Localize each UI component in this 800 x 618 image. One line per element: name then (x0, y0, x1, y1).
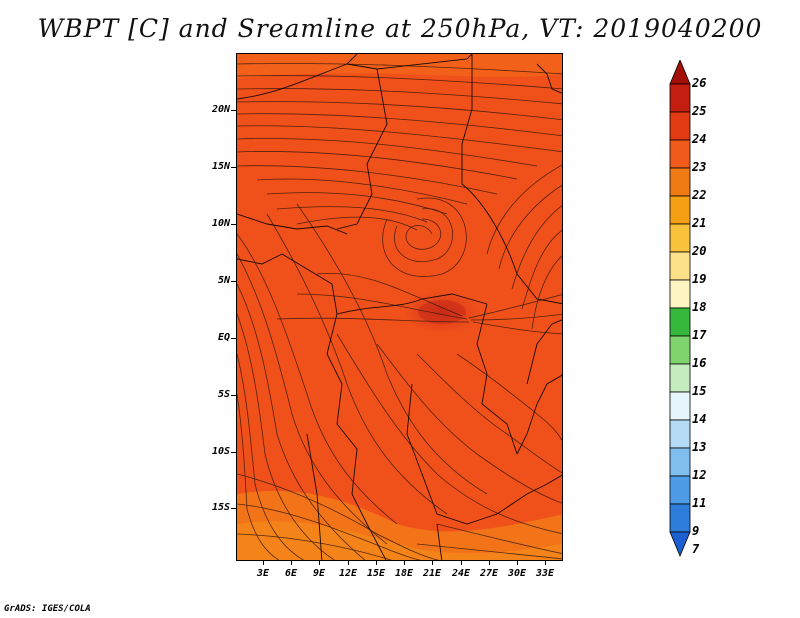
colorbar-bottom-arrow (669, 531, 691, 558)
lat-label-5n: 5N (217, 275, 230, 286)
colorbar-segment (669, 391, 691, 421)
lat-label-10s: 10S (211, 446, 230, 457)
colorbar-label: 7 (692, 542, 700, 556)
colorbar-label: 22 (692, 188, 707, 202)
colorbar-label: 12 (692, 468, 707, 482)
lat-label-15s: 15S (211, 502, 230, 513)
colorbar-label: 24 (692, 132, 707, 146)
colorbar-segment (669, 363, 691, 393)
lon-tick (291, 561, 292, 565)
colorbar-label: 9 (692, 524, 700, 538)
colorbar-segment (669, 139, 691, 169)
lat-tick (231, 110, 236, 111)
colorbar (669, 60, 691, 558)
lon-label-18e: 18E (394, 568, 414, 579)
colorbar-label: 13 (692, 440, 707, 454)
map-title: WBPT [C] and Sreamline at 250hPa, VT: 20… (37, 14, 763, 43)
lon-label-27e: 27E (479, 568, 499, 579)
colorbar-segment (669, 419, 691, 449)
country-borders (237, 54, 562, 560)
colorbar-label: 26 (692, 76, 707, 90)
lon-tick (461, 561, 462, 565)
lat-label-eq: EQ (217, 332, 230, 343)
lon-tick (376, 561, 377, 565)
colorbar-segment (669, 83, 691, 113)
colorbar-segment (669, 447, 691, 477)
lat-tick (231, 395, 236, 396)
colorbar-segment (669, 111, 691, 141)
lat-label-5s: 5S (217, 389, 230, 400)
lon-label-15e: 15E (366, 568, 386, 579)
colorbar-segment (669, 167, 691, 197)
lat-tick (231, 338, 236, 339)
map-svg (237, 54, 562, 560)
lon-label-12e: 12E (338, 568, 358, 579)
lon-tick (517, 561, 518, 565)
colorbar-label: 18 (692, 300, 707, 314)
colorbar-label: 16 (692, 356, 707, 370)
lon-tick (545, 561, 546, 565)
colorbar-top-arrow (669, 60, 691, 85)
lon-tick (263, 561, 264, 565)
lat-label-15n: 15N (211, 161, 230, 172)
colorbar-segment (669, 195, 691, 225)
lon-label-9e: 9E (312, 568, 326, 579)
lat-label-20n: 20N (211, 104, 230, 115)
lon-tick (489, 561, 490, 565)
colorbar-label: 23 (692, 160, 707, 174)
lat-tick (231, 224, 236, 225)
grads-credit: GrADS: IGES/COLA (4, 604, 91, 614)
colorbar-segment (669, 503, 691, 533)
lon-label-33e: 33E (535, 568, 555, 579)
colorbar-segment (669, 307, 691, 337)
colorbar-label: 15 (692, 384, 707, 398)
lon-label-3e: 3E (256, 568, 270, 579)
map-plot-area (236, 53, 563, 561)
colorbar-segment (669, 475, 691, 505)
colorbar-label: 14 (692, 412, 707, 426)
colorbar-label: 19 (692, 272, 707, 286)
lat-label-10n: 10N (211, 218, 230, 229)
colorbar-segment (669, 251, 691, 281)
lon-tick (348, 561, 349, 565)
lat-tick (231, 167, 236, 168)
lon-label-24e: 24E (451, 568, 471, 579)
colorbar-segment (669, 335, 691, 365)
lon-tick (319, 561, 320, 565)
lon-label-6e: 6E (284, 568, 298, 579)
colorbar-segment (669, 279, 691, 309)
lon-label-30e: 30E (507, 568, 527, 579)
colorbar-label: 21 (692, 216, 707, 230)
lat-tick (231, 281, 236, 282)
lat-tick (231, 508, 236, 509)
streamlines (237, 63, 562, 560)
colorbar-segment (669, 223, 691, 253)
lon-label-21e: 21E (422, 568, 442, 579)
colorbar-label: 11 (692, 496, 707, 510)
colorbar-label: 20 (692, 244, 707, 258)
colorbar-label: 17 (692, 328, 707, 342)
lon-tick (404, 561, 405, 565)
wbpt-field (237, 54, 562, 560)
lon-tick (432, 561, 433, 565)
lat-tick (231, 452, 236, 453)
colorbar-label: 25 (692, 104, 707, 118)
